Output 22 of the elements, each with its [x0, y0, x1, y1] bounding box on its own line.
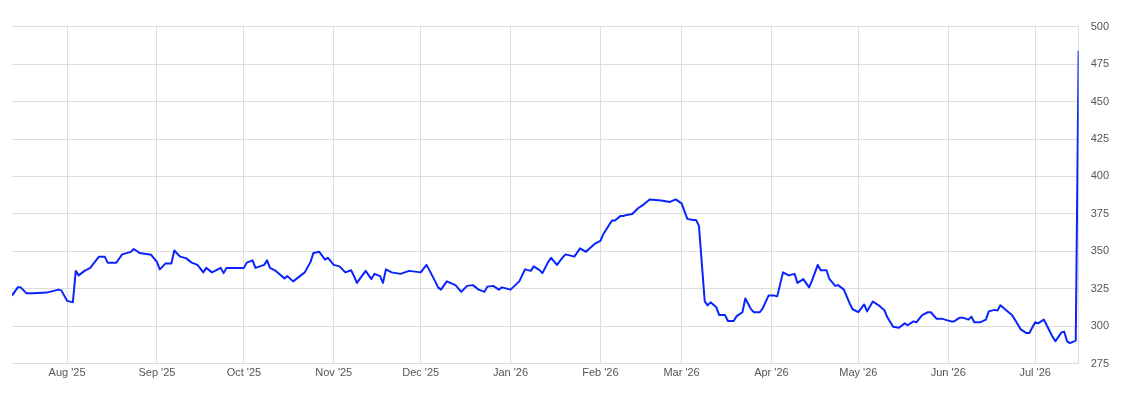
x-tick-label: Feb '26 — [582, 366, 619, 379]
y-tick-label: 500 — [1090, 19, 1110, 32]
x-tick-label: Sep '25 — [138, 366, 176, 379]
x-tick-label: Dec '25 — [402, 366, 440, 379]
x-tick-label: Oct '25 — [226, 366, 262, 379]
x-tick-label: Nov '25 — [315, 366, 353, 379]
y-tick-label: 300 — [1090, 319, 1110, 332]
y-tick-label: 275 — [1090, 356, 1110, 369]
x-tick-label: Mar '26 — [663, 366, 700, 379]
x-tick-label: Jul '26 — [1019, 366, 1051, 379]
y-tick-label: 425 — [1090, 132, 1110, 145]
x-tick-label: Apr '26 — [754, 366, 789, 379]
y-tick-label: 350 — [1090, 244, 1110, 257]
y-tick-label: 400 — [1090, 169, 1110, 182]
y-tick-label: 475 — [1090, 57, 1110, 70]
x-tick-label: Jan '26 — [492, 366, 529, 379]
x-tick-label: May '26 — [839, 366, 878, 379]
y-tick-label: 375 — [1090, 206, 1110, 219]
x-tick-label: Aug '25 — [48, 366, 86, 379]
y-tick-label: 325 — [1090, 281, 1110, 294]
y-tick-label: 450 — [1090, 94, 1110, 107]
x-tick-label: Jun '26 — [930, 366, 966, 379]
